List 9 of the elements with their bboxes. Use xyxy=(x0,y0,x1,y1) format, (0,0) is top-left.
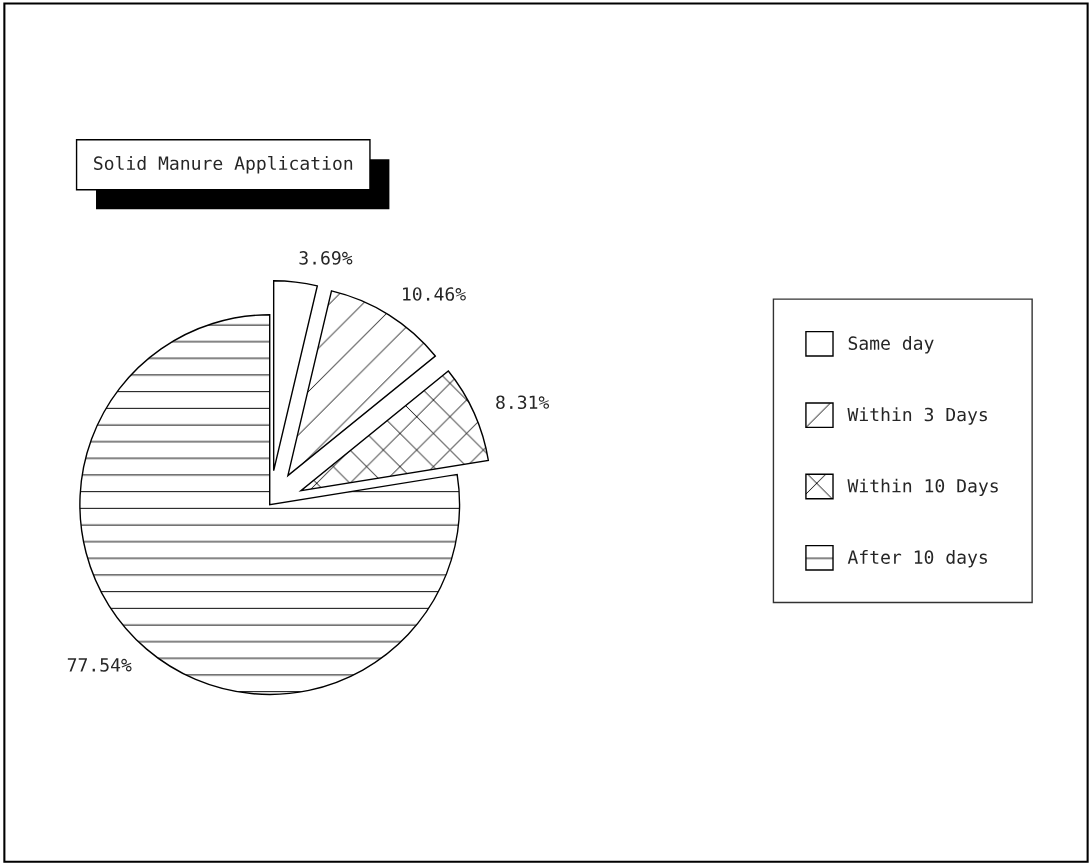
chart-title: Solid Manure Application xyxy=(94,155,353,174)
legend-label: Within 3 Days xyxy=(847,407,987,425)
data-label: 10.46% xyxy=(403,287,466,301)
legend-label: Within 10 Days xyxy=(847,478,998,497)
legend-label: After 10 days xyxy=(847,549,987,568)
data-label: 3.69% xyxy=(299,251,353,265)
data-label: 77.54% xyxy=(67,658,132,672)
data-label: 8.31% xyxy=(496,395,550,410)
legend-label: Same day xyxy=(848,336,934,354)
